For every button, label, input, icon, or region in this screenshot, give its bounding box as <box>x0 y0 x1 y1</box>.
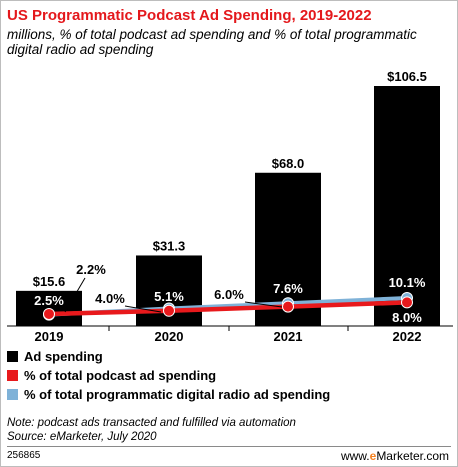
brand-mark: e <box>369 449 377 463</box>
legend-swatch-radio-share <box>7 389 18 400</box>
footer-divider <box>7 446 451 447</box>
bar-value-label-2022: $106.5 <box>387 69 427 84</box>
podcast-share-label-2021: 6.0% <box>214 287 244 302</box>
podcast-share-line <box>46 300 410 317</box>
podcast-share-label-2020: 4.0% <box>95 291 125 306</box>
legend-swatch-podcast-share <box>7 370 18 381</box>
bar-value-label-2020: $31.3 <box>153 238 186 253</box>
legend: Ad spending % of total podcast ad spendi… <box>7 347 330 404</box>
legend-item-radio-share: % of total programmatic digital radio ad… <box>7 385 330 404</box>
chart-id: 256865 <box>7 450 41 461</box>
legend-item-ad-spending: Ad spending <box>7 347 330 366</box>
radio-share-label-2019: 2.2% <box>76 262 106 277</box>
podcast-share-label-2022: 8.0% <box>392 310 422 325</box>
x-tick-label-2022: 2022 <box>393 329 422 344</box>
radio-share-label-2021: 7.6% <box>273 281 303 296</box>
podcast-share-point-2021 <box>282 300 294 313</box>
chart-title: US Programmatic Podcast Ad Spending, 201… <box>7 7 372 24</box>
x-tick-label-2020: 2020 <box>155 329 184 344</box>
radio-share-label-2020: 5.1% <box>154 289 184 304</box>
bar-value-label-2021: $68.0 <box>272 156 305 171</box>
chart-subtitle: millions, % of total podcast ad spending… <box>7 27 417 57</box>
legend-label-radio-share: % of total programmatic digital radio ad… <box>24 387 331 402</box>
footnote: Note: podcast ads transacted and fulfill… <box>7 416 296 444</box>
legend-item-podcast-share: % of total podcast ad spending <box>7 366 330 385</box>
legend-swatch-ad-spending <box>7 351 18 362</box>
legend-label-ad-spending: Ad spending <box>24 349 103 364</box>
bar-2022 <box>374 86 440 326</box>
x-tick-label-2019: 2019 <box>35 329 64 344</box>
leader-2021 <box>244 301 283 308</box>
podcast-share-point-2020 <box>163 304 175 317</box>
bar-value-label-2019: $15.6 <box>33 274 66 289</box>
brand-suffix: Marketer.com <box>376 449 449 463</box>
chart-plot: 2019 2020 2021 2022 $15.6 $31.3 $68.0 $106.5 2.5… <box>7 69 453 344</box>
podcast-share-point-2019 <box>43 307 55 320</box>
note-text: Note: podcast ads transacted and fulfill… <box>7 417 296 429</box>
x-tick-label-2021: 2021 <box>274 329 303 344</box>
podcast-share-point-2022 <box>401 296 413 309</box>
podcast-share-label-2019: 2.5% <box>34 293 64 308</box>
leader-2019 <box>64 277 86 313</box>
legend-label-podcast-share: % of total podcast ad spending <box>24 368 217 383</box>
radio-share-label-2022: 10.1% <box>389 275 426 290</box>
brand-logo[interactable]: www.eMarketer.com <box>341 449 449 463</box>
brand-prefix: www. <box>340 449 370 463</box>
source-text: Source: eMarketer, July 2020 <box>7 431 157 443</box>
leader-2020 <box>124 305 162 313</box>
